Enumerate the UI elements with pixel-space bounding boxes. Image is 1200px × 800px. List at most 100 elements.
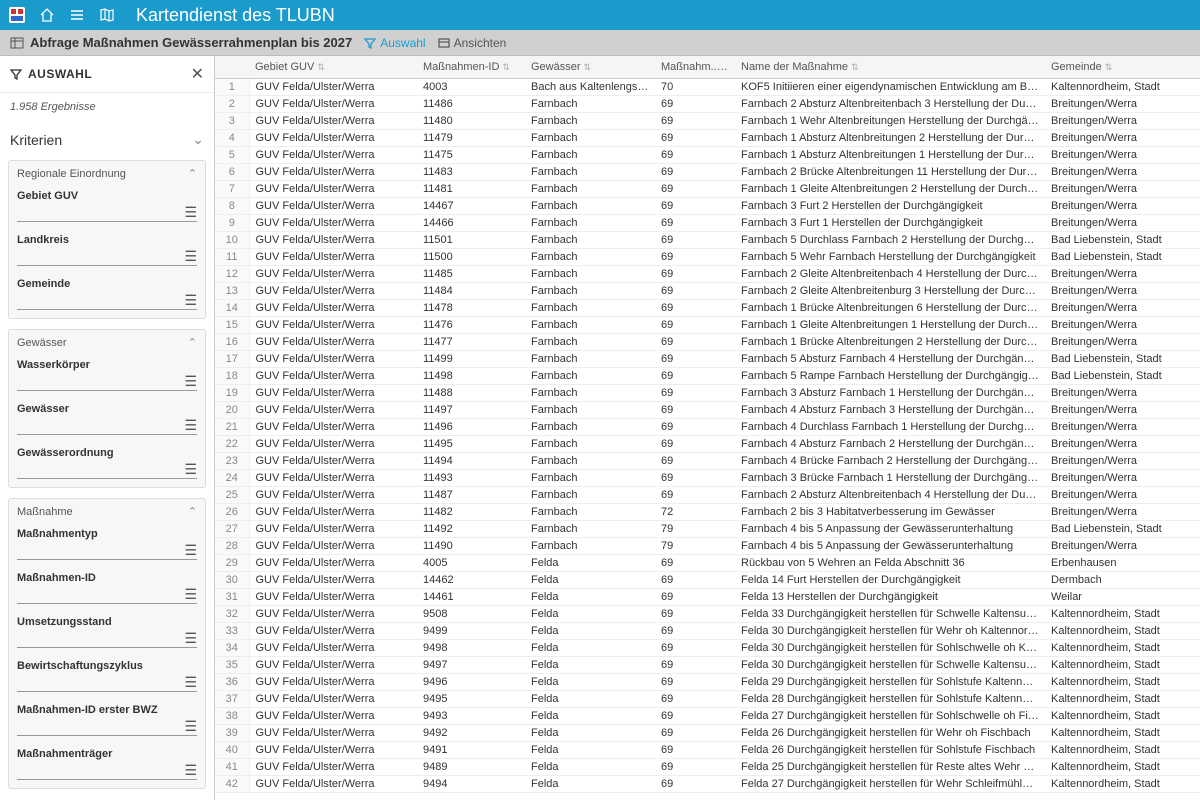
table-row[interactable]: 4GUV Felda/Ulster/Werra11479Farnbach69Fa… <box>215 130 1200 147</box>
field-input[interactable]: ☰ <box>17 630 197 648</box>
table-row[interactable]: 19GUV Felda/Ulster/Werra11488Farnbach69F… <box>215 385 1200 402</box>
table-row[interactable]: 1GUV Felda/Ulster/Werra4003Bach aus Kalt… <box>215 79 1200 96</box>
table-row[interactable]: 14GUV Felda/Ulster/Werra11478Farnbach69F… <box>215 300 1200 317</box>
field-input[interactable]: ☰ <box>17 762 197 780</box>
close-icon[interactable]: ✕ <box>191 64 204 84</box>
table-row[interactable]: 13GUV Felda/Ulster/Werra11484Farnbach69F… <box>215 283 1200 300</box>
home-icon[interactable] <box>38 6 56 24</box>
chevron-up-icon[interactable]: ⌃ <box>188 167 197 180</box>
column-header[interactable]: Maßnahm...⇅ <box>655 56 735 79</box>
table-row[interactable]: 42GUV Felda/Ulster/Werra9494Felda69Felda… <box>215 776 1200 793</box>
auswahl-tool[interactable]: Auswahl <box>364 36 425 50</box>
table-row[interactable]: 17GUV Felda/Ulster/Werra11499Farnbach69F… <box>215 351 1200 368</box>
table-row[interactable]: 9GUV Felda/Ulster/Werra14466Farnbach69Fa… <box>215 215 1200 232</box>
field-input[interactable]: ☰ <box>17 417 197 435</box>
table-row[interactable]: 21GUV Felda/Ulster/Werra11496Farnbach69F… <box>215 419 1200 436</box>
list-icon[interactable]: ☰ <box>184 461 197 478</box>
map-icon[interactable] <box>98 6 116 24</box>
group-header[interactable]: Regionale Einordnung⌃ <box>9 161 205 186</box>
table-row[interactable]: 20GUV Felda/Ulster/Werra11497Farnbach69F… <box>215 402 1200 419</box>
field-input[interactable]: ☰ <box>17 248 197 266</box>
field-input[interactable]: ☰ <box>17 542 197 560</box>
table-cell: Felda 26 Durchgängigkeit herstellen für … <box>735 742 1045 759</box>
column-header[interactable]: Name der Maßnahme⇅ <box>735 56 1045 79</box>
table-cell: 5 <box>215 147 249 164</box>
column-header[interactable]: Gebiet GUV⇅ <box>249 56 417 79</box>
field-input[interactable]: ☰ <box>17 292 197 310</box>
table-row[interactable]: 35GUV Felda/Ulster/Werra9497Felda69Felda… <box>215 657 1200 674</box>
table-row[interactable]: 2GUV Felda/Ulster/Werra11486Farnbach69Fa… <box>215 96 1200 113</box>
list-icon[interactable]: ☰ <box>184 204 197 221</box>
list-icon[interactable]: ☰ <box>184 292 197 309</box>
field-input[interactable]: ☰ <box>17 674 197 692</box>
ansichten-tool[interactable]: Ansichten <box>438 36 507 50</box>
sort-icon[interactable]: ⇅ <box>723 62 731 72</box>
table-row[interactable]: 27GUV Felda/Ulster/Werra11492Farnbach79F… <box>215 521 1200 538</box>
table-row[interactable]: 40GUV Felda/Ulster/Werra9491Felda69Felda… <box>215 742 1200 759</box>
table-row[interactable]: 18GUV Felda/Ulster/Werra11498Farnbach69F… <box>215 368 1200 385</box>
chevron-up-icon[interactable]: ⌃ <box>188 505 197 518</box>
table-row[interactable]: 16GUV Felda/Ulster/Werra11477Farnbach69F… <box>215 334 1200 351</box>
table-cell: Farnbach 2 Absturz Altenbreitenbach 3 He… <box>735 96 1045 113</box>
table-row[interactable]: 3GUV Felda/Ulster/Werra11480Farnbach69Fa… <box>215 113 1200 130</box>
table-row[interactable]: 32GUV Felda/Ulster/Werra9508Felda69Felda… <box>215 606 1200 623</box>
table-row[interactable]: 7GUV Felda/Ulster/Werra11481Farnbach69Fa… <box>215 181 1200 198</box>
field-input[interactable]: ☰ <box>17 586 197 604</box>
list-icon[interactable]: ☰ <box>184 248 197 265</box>
group-header[interactable]: Gewässer⌃ <box>9 330 205 355</box>
table-row[interactable]: 37GUV Felda/Ulster/Werra9495Felda69Felda… <box>215 691 1200 708</box>
column-header[interactable]: Maßnahmen-ID⇅ <box>417 56 525 79</box>
list-icon[interactable]: ☰ <box>184 417 197 434</box>
field-label: Gemeinde <box>17 278 197 290</box>
table-cell: GUV Felda/Ulster/Werra <box>249 147 417 164</box>
logo-icon[interactable] <box>8 6 26 24</box>
table-row[interactable]: 39GUV Felda/Ulster/Werra9492Felda69Felda… <box>215 725 1200 742</box>
field-input[interactable]: ☰ <box>17 373 197 391</box>
list-icon[interactable]: ☰ <box>184 542 197 559</box>
group-header[interactable]: Maßnahme⌃ <box>9 499 205 524</box>
column-header[interactable] <box>215 56 249 79</box>
column-header[interactable]: Gemeinde⇅ <box>1045 56 1200 79</box>
list-icon[interactable]: ☰ <box>184 674 197 691</box>
list-icon[interactable]: ☰ <box>184 762 197 779</box>
list-icon[interactable]: ☰ <box>184 630 197 647</box>
list-icon[interactable]: ☰ <box>184 718 197 735</box>
menu-icon[interactable] <box>68 6 86 24</box>
sidebar: AUSWAHL ✕ 1.958 Ergebnisse Kriterien ⌄ R… <box>0 56 215 800</box>
table-row[interactable]: 5GUV Felda/Ulster/Werra11475Farnbach69Fa… <box>215 147 1200 164</box>
table-row[interactable]: 28GUV Felda/Ulster/Werra11490Farnbach79F… <box>215 538 1200 555</box>
table-row[interactable]: 30GUV Felda/Ulster/Werra14462Felda69Feld… <box>215 572 1200 589</box>
table-row[interactable]: 24GUV Felda/Ulster/Werra11493Farnbach69F… <box>215 470 1200 487</box>
table-row[interactable]: 26GUV Felda/Ulster/Werra11482Farnbach72F… <box>215 504 1200 521</box>
table-row[interactable]: 38GUV Felda/Ulster/Werra9493Felda69Felda… <box>215 708 1200 725</box>
table-row[interactable]: 22GUV Felda/Ulster/Werra11495Farnbach69F… <box>215 436 1200 453</box>
column-header[interactable]: Gewässer⇅ <box>525 56 655 79</box>
table-row[interactable]: 34GUV Felda/Ulster/Werra9498Felda69Felda… <box>215 640 1200 657</box>
table-row[interactable]: 36GUV Felda/Ulster/Werra9496Felda69Felda… <box>215 674 1200 691</box>
sort-icon[interactable]: ⇅ <box>317 62 325 72</box>
table-row[interactable]: 29GUV Felda/Ulster/Werra4005Felda69Rückb… <box>215 555 1200 572</box>
table-row[interactable]: 15GUV Felda/Ulster/Werra11476Farnbach69F… <box>215 317 1200 334</box>
table-row[interactable]: 41GUV Felda/Ulster/Werra9489Felda69Felda… <box>215 759 1200 776</box>
list-icon[interactable]: ☰ <box>184 373 197 390</box>
table-row[interactable]: 11GUV Felda/Ulster/Werra11500Farnbach69F… <box>215 249 1200 266</box>
sort-icon[interactable]: ⇅ <box>1105 62 1113 72</box>
sort-icon[interactable]: ⇅ <box>584 62 592 72</box>
chevron-down-icon[interactable]: ⌄ <box>192 131 204 148</box>
field-input[interactable]: ☰ <box>17 718 197 736</box>
table-cell: 9495 <box>417 691 525 708</box>
table-row[interactable]: 33GUV Felda/Ulster/Werra9499Felda69Felda… <box>215 623 1200 640</box>
chevron-up-icon[interactable]: ⌃ <box>188 336 197 349</box>
table-row[interactable]: 25GUV Felda/Ulster/Werra11487Farnbach69F… <box>215 487 1200 504</box>
table-row[interactable]: 23GUV Felda/Ulster/Werra11494Farnbach69F… <box>215 453 1200 470</box>
table-row[interactable]: 10GUV Felda/Ulster/Werra11501Farnbach69F… <box>215 232 1200 249</box>
list-icon[interactable]: ☰ <box>184 586 197 603</box>
sort-icon[interactable]: ⇅ <box>502 62 510 72</box>
table-row[interactable]: 6GUV Felda/Ulster/Werra11483Farnbach69Fa… <box>215 164 1200 181</box>
table-row[interactable]: 12GUV Felda/Ulster/Werra11485Farnbach69F… <box>215 266 1200 283</box>
sort-icon[interactable]: ⇅ <box>851 62 859 72</box>
field-input[interactable]: ☰ <box>17 204 197 222</box>
table-row[interactable]: 8GUV Felda/Ulster/Werra14467Farnbach69Fa… <box>215 198 1200 215</box>
field-input[interactable]: ☰ <box>17 461 197 479</box>
table-row[interactable]: 31GUV Felda/Ulster/Werra14461Felda69Feld… <box>215 589 1200 606</box>
